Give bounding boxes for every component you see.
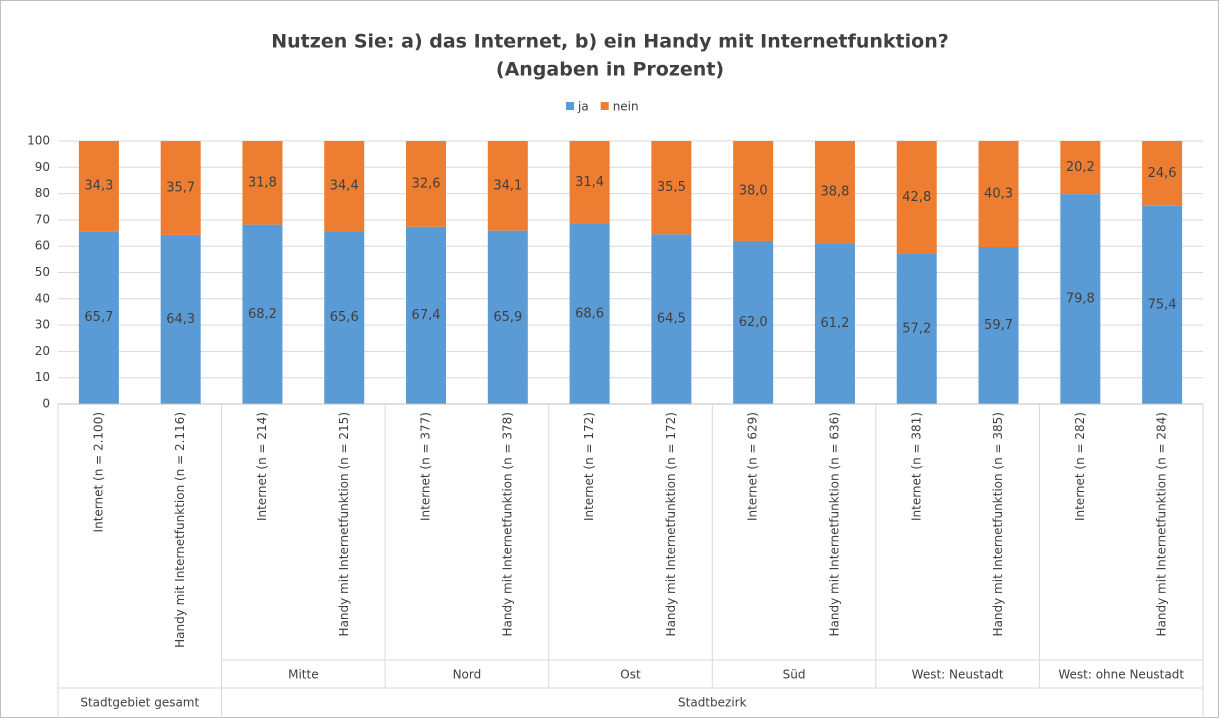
data-label: 68,2 bbox=[248, 307, 277, 322]
bar-segment bbox=[978, 246, 1019, 404]
bar-segment bbox=[160, 234, 201, 404]
bar-segment bbox=[1142, 141, 1183, 206]
data-label: 67,4 bbox=[412, 308, 441, 323]
bar-segment bbox=[487, 141, 528, 231]
x-tick-label: Handy mit Internetfunktion (n = 385) bbox=[991, 412, 1005, 636]
x-tick-label: Internet (n = 381) bbox=[909, 412, 923, 521]
bar-segment bbox=[569, 223, 610, 404]
subgroup-label: Süd bbox=[783, 668, 806, 682]
y-tick-label: 90 bbox=[35, 160, 50, 174]
x-tick-label: Handy mit Internetfunktion (n = 2.116) bbox=[173, 412, 187, 648]
x-tick-label: Handy mit Internetfunktion (n = 215) bbox=[337, 412, 351, 636]
bar-segment bbox=[406, 226, 447, 404]
legend-swatch bbox=[566, 102, 574, 110]
data-label: 62,0 bbox=[739, 315, 768, 330]
subgroup-label: Nord bbox=[453, 668, 482, 682]
subgroup-label: Ost bbox=[620, 668, 641, 682]
y-tick-label: 60 bbox=[35, 239, 50, 253]
x-tick-label: Internet (n = 629) bbox=[746, 412, 760, 521]
y-tick-label: 100 bbox=[27, 134, 50, 148]
data-label: 68,6 bbox=[575, 306, 604, 321]
data-label: 34,4 bbox=[330, 179, 359, 194]
x-tick-label: Handy mit Internetfunktion (n = 378) bbox=[500, 412, 514, 636]
bar-segment bbox=[733, 240, 774, 404]
data-label: 40,3 bbox=[984, 186, 1013, 201]
chart-subtitle: (Angaben in Prozent) bbox=[496, 59, 724, 81]
data-label: 57,2 bbox=[902, 321, 931, 336]
bar-segment bbox=[324, 231, 365, 404]
bar-segment bbox=[651, 141, 692, 235]
data-label: 31,4 bbox=[575, 175, 604, 190]
data-label: 35,7 bbox=[166, 180, 195, 195]
data-label: 59,7 bbox=[984, 318, 1013, 333]
data-label: 61,2 bbox=[820, 316, 849, 331]
bar-segment bbox=[814, 141, 855, 244]
bar-segment bbox=[1060, 194, 1101, 404]
legend-swatch bbox=[600, 102, 609, 110]
bar-segment bbox=[242, 224, 283, 404]
y-tick-label: 10 bbox=[35, 370, 50, 384]
data-label: 75,4 bbox=[1148, 297, 1177, 312]
subgroup-label: Mitte bbox=[288, 668, 318, 682]
data-label: 34,1 bbox=[493, 178, 522, 193]
y-tick-label: 0 bbox=[42, 397, 50, 411]
bar-segment bbox=[160, 141, 201, 235]
x-tick-label: Handy mit Internetfunktion (n = 284) bbox=[1155, 412, 1169, 636]
data-label: 64,5 bbox=[657, 312, 686, 327]
bar-segment bbox=[242, 141, 283, 225]
data-label: 24,6 bbox=[1148, 166, 1177, 181]
data-label: 65,7 bbox=[84, 310, 113, 325]
x-tick-label: Internet (n = 282) bbox=[1073, 412, 1087, 521]
x-tick-label: Internet (n = 377) bbox=[419, 412, 433, 521]
bar-segment bbox=[651, 234, 692, 404]
group-label: Stadtbezirk bbox=[678, 696, 747, 710]
y-tick-label: 80 bbox=[35, 186, 50, 200]
x-tick-label: Internet (n = 2.100) bbox=[91, 412, 105, 532]
bar-segment bbox=[896, 253, 937, 404]
y-tick-label: 20 bbox=[35, 344, 50, 358]
legend-label: ja bbox=[577, 100, 589, 114]
bar-segment bbox=[487, 230, 528, 404]
data-label: 65,9 bbox=[493, 310, 522, 325]
y-tick-label: 70 bbox=[35, 212, 50, 226]
data-label: 32,6 bbox=[412, 176, 441, 191]
bar-segment bbox=[406, 141, 447, 227]
chart-title: Nutzen Sie: a) das Internet, b) ein Hand… bbox=[271, 31, 949, 53]
bar-segment bbox=[1060, 141, 1101, 195]
x-tick-label: Internet (n = 214) bbox=[255, 412, 269, 521]
bar-segment bbox=[978, 141, 1019, 247]
y-tick-label: 40 bbox=[35, 291, 50, 305]
data-label: 31,8 bbox=[248, 175, 277, 190]
x-tick-label: Internet (n = 172) bbox=[582, 412, 596, 521]
legend-label: nein bbox=[613, 100, 639, 114]
subgroup-label: West: ohne Neustadt bbox=[1058, 668, 1184, 682]
data-label: 34,3 bbox=[84, 179, 113, 194]
data-label: 64,3 bbox=[166, 312, 195, 327]
data-label: 38,0 bbox=[739, 183, 768, 198]
bar-segment bbox=[896, 141, 937, 254]
bar-segment bbox=[814, 243, 855, 404]
data-label: 42,8 bbox=[902, 190, 931, 205]
y-tick-label: 30 bbox=[35, 318, 50, 332]
data-label: 38,8 bbox=[820, 185, 849, 200]
data-label: 20,2 bbox=[1066, 160, 1095, 175]
x-tick-label: Handy mit Internetfunktion (n = 636) bbox=[827, 412, 841, 636]
bar-segment bbox=[78, 141, 119, 232]
y-tick-label: 50 bbox=[35, 265, 50, 279]
data-label: 79,8 bbox=[1066, 292, 1095, 307]
bar-segment bbox=[1142, 205, 1183, 404]
data-label: 35,5 bbox=[657, 180, 686, 195]
bar-segment bbox=[569, 141, 610, 224]
bar-segment bbox=[324, 141, 365, 232]
bar-segment bbox=[78, 231, 119, 404]
data-label: 65,6 bbox=[330, 310, 359, 325]
bar-segment bbox=[733, 141, 774, 241]
x-tick-label: Handy mit Internetfunktion (n = 172) bbox=[664, 412, 678, 636]
subgroup-label: West: Neustadt bbox=[912, 668, 1004, 682]
group-label: Stadtgebiet gesamt bbox=[80, 696, 199, 710]
